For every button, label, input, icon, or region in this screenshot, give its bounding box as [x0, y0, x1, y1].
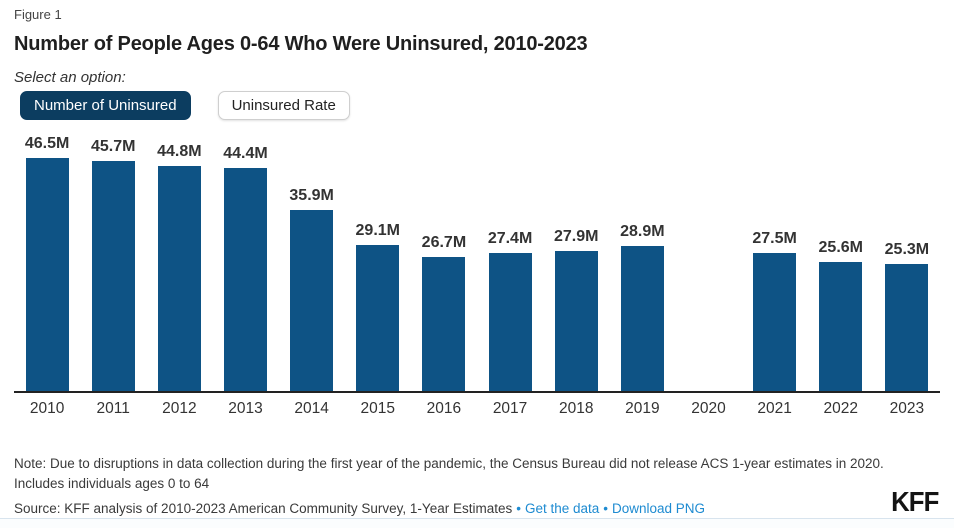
- x-axis-label-2012: 2012: [162, 400, 197, 417]
- link-separator: •: [516, 501, 521, 516]
- figure-label: Figure 1: [14, 7, 62, 22]
- chart-toggle-group: Number of Uninsured Uninsured Rate: [20, 91, 350, 120]
- bar-slot-2011: 45.7M: [80, 136, 146, 391]
- bar-value-label: 25.6M: [818, 239, 863, 257]
- bar-slot-2020: [675, 136, 741, 391]
- bar-value-label: 44.8M: [157, 142, 202, 160]
- bar-slot-2022: 25.6M: [808, 136, 874, 391]
- bar-slot-2016: 26.7M: [411, 136, 477, 391]
- bar-slot-2014: 35.9M: [279, 136, 345, 391]
- bar-2011[interactable]: [91, 161, 135, 391]
- bar-slot-2018: 27.9M: [543, 136, 609, 391]
- bar-2016[interactable]: [422, 256, 466, 391]
- note-line-2: Includes individuals ages 0 to 64: [14, 476, 210, 492]
- x-axis-label-2010: 2010: [29, 400, 65, 417]
- bar-value-label: 45.7M: [90, 138, 136, 155]
- bar-2021[interactable]: [753, 252, 797, 391]
- uninsured-rate-toggle[interactable]: Uninsured Rate: [217, 91, 350, 120]
- bar-2014[interactable]: [290, 210, 334, 391]
- bar-2017[interactable]: [488, 253, 532, 391]
- x-axis: 2010 2011 2012 2013 2014 2015 2016 2017 2018 2019…: [14, 400, 940, 418]
- page-title: Number of People Ages 0-64 Who Were Unin…: [14, 33, 588, 55]
- bar-2022[interactable]: [819, 262, 863, 391]
- bar-value-label: 46.5M: [24, 135, 70, 152]
- x-axis-label-2023: 2023: [889, 400, 925, 417]
- bar-2010[interactable]: [25, 158, 69, 391]
- bar-value-label: 26.7M: [421, 233, 467, 251]
- x-axis-label-2017: 2017: [492, 400, 528, 417]
- x-axis-label-2021: 2021: [757, 400, 792, 417]
- select-option-label: Select an option:: [14, 69, 126, 86]
- bar-2015[interactable]: [356, 244, 400, 391]
- bar-value-label: 27.9M: [553, 227, 599, 245]
- bar-slot-2012: 44.8M: [146, 136, 212, 391]
- x-axis-label-2016: 2016: [426, 400, 462, 417]
- bar-slot-2015: 29.1M: [345, 136, 411, 391]
- footer-divider: [0, 518, 954, 528]
- link-separator: •: [603, 501, 609, 516]
- bar-value-label: 27.5M: [752, 229, 797, 247]
- bar-2019[interactable]: [620, 245, 664, 391]
- x-axis-label-2015: 2015: [360, 400, 396, 417]
- bar-slot-2021: 27.5M: [742, 136, 808, 391]
- bar-2012[interactable]: [157, 165, 201, 391]
- bar-value-label: 28.9M: [620, 222, 665, 240]
- x-axis-label-2013: 2013: [228, 400, 263, 417]
- x-axis-label-2011: 2011: [96, 400, 130, 417]
- download-png-link[interactable]: Download PNG: [612, 501, 706, 516]
- number-of-uninsured-toggle[interactable]: Number of Uninsured: [20, 91, 191, 120]
- bar-slot-2010: 46.5M: [14, 136, 80, 391]
- bar-2018[interactable]: [554, 250, 598, 391]
- bar-slot-2023: 25.3M: [874, 136, 940, 391]
- note-text: Note: Due to disruptions in data collect…: [14, 454, 914, 495]
- bar-chart: 46.5M 45.7M 44.8M 44.4M 35.9M 29.1M 26.7M 27.4M…: [14, 136, 940, 393]
- x-axis-label-2020: 2020: [691, 400, 726, 417]
- source-text: Source: KFF analysis of 2010-2023 Americ…: [14, 501, 513, 516]
- bar-slot-2013: 44.4M: [212, 136, 278, 391]
- x-axis-label-2019: 2019: [625, 400, 660, 417]
- bar-slot-2019: 28.9M: [609, 136, 675, 391]
- bar-2023[interactable]: [885, 263, 929, 391]
- bar-value-label: 25.3M: [884, 240, 930, 258]
- x-axis-label-2014: 2014: [294, 400, 329, 417]
- x-axis-label-2018: 2018: [558, 400, 594, 417]
- x-axis-label-2022: 2022: [823, 400, 858, 417]
- bar-value-label: 29.1M: [355, 221, 400, 239]
- get-the-data-link[interactable]: Get the data: [524, 501, 600, 516]
- note-line-1: Note: Due to disruptions in data collect…: [14, 456, 884, 471]
- bar-value-label: 35.9M: [289, 187, 334, 205]
- bar-value-label: 44.4M: [223, 144, 268, 162]
- bar-slot-2017: 27.4M: [477, 136, 543, 391]
- source-line: Source: KFF analysis of 2010-2023 Americ…: [14, 501, 705, 516]
- kff-logo: KFF: [890, 486, 939, 517]
- bar-value-label: 27.4M: [487, 230, 533, 248]
- bar-2013[interactable]: [223, 167, 267, 391]
